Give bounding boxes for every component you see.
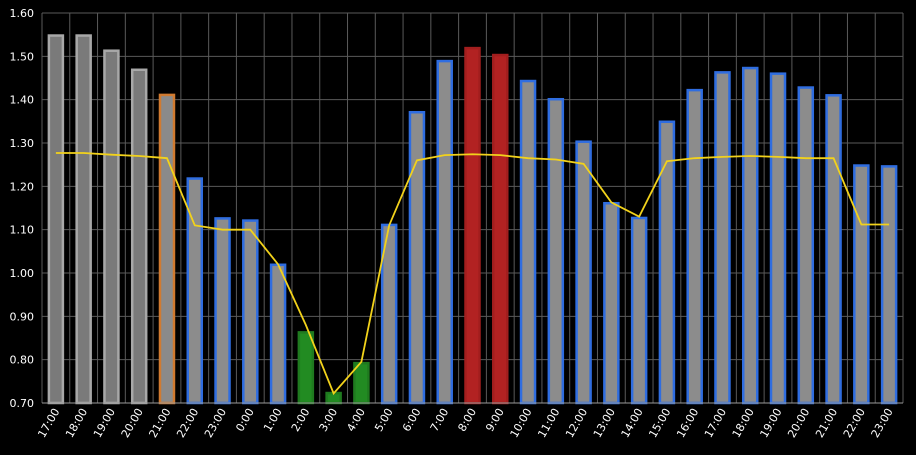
bar (741, 66, 759, 405)
y-tick-label: 1.20 (10, 180, 35, 193)
bar (519, 79, 537, 405)
bar (214, 217, 231, 405)
bar (353, 361, 370, 405)
bar (603, 201, 620, 405)
bar (408, 110, 426, 405)
bar (158, 93, 176, 405)
y-tick-label: 0.80 (10, 354, 35, 367)
bar (75, 34, 92, 405)
bar (686, 88, 703, 405)
bar (714, 71, 731, 405)
bar (130, 68, 148, 405)
bar (547, 97, 565, 405)
y-tick-label: 1.40 (10, 94, 35, 107)
bar (880, 165, 898, 405)
grid-lines (41, 12, 904, 404)
y-tick-label: 1.60 (10, 7, 35, 20)
y-tick-label: 1.10 (10, 224, 35, 237)
bar (436, 59, 453, 405)
bar (269, 263, 287, 405)
y-tick-label: 1.00 (10, 267, 35, 280)
bar (464, 46, 481, 405)
bar (630, 216, 648, 405)
bar (297, 331, 315, 405)
bar (853, 164, 870, 405)
bar (103, 49, 120, 405)
bar (825, 94, 842, 405)
y-tick-label: 0.90 (10, 310, 35, 323)
line-series (55, 152, 890, 396)
average-line (55, 152, 890, 396)
bar (658, 120, 676, 405)
bar (242, 219, 259, 405)
bar (797, 86, 815, 405)
y-tick-label: 0.70 (10, 397, 35, 410)
bar (769, 72, 787, 405)
y-tick-label: 1.50 (10, 50, 35, 63)
bar (492, 53, 509, 405)
y-tick-label: 1.30 (10, 137, 35, 150)
bar (47, 34, 65, 405)
bar (575, 140, 592, 405)
y-axis: 0.70 0.80 0.90 1.00 1.10 1.20 1.30 1.40 1.50 1.60 (10, 7, 35, 410)
